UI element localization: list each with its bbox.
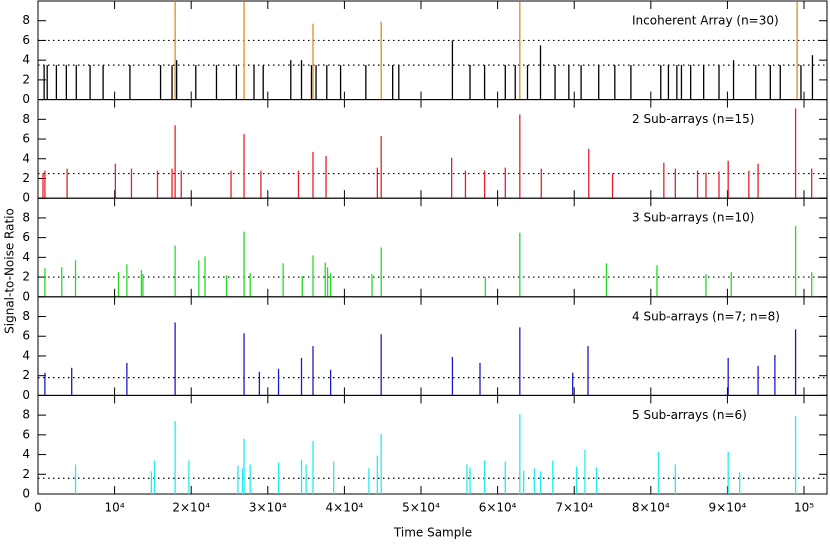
y-tick-label: 0 (22, 92, 30, 106)
x-tick-label: 10⁵ (794, 501, 814, 515)
y-tick-label: 4 (22, 348, 30, 362)
y-tick-label: 4 (22, 53, 30, 67)
panel-title: Incoherent Array (n=30) (632, 14, 779, 28)
y-tick-label: 8 (22, 210, 30, 224)
panel-title: 2 Sub-arrays (n=15) (632, 112, 754, 126)
y-tick-label: 8 (22, 13, 30, 27)
y-tick-label: 2 (22, 72, 30, 86)
y-tick-label: 6 (22, 329, 30, 343)
y-tick-label: 6 (22, 132, 30, 146)
panel-title: 4 Sub-arrays (n=7; n=8) (632, 309, 780, 323)
y-tick-label: 2 (22, 368, 30, 382)
x-tick-label: 7×10⁴ (555, 501, 593, 515)
y-tick-label: 6 (22, 427, 30, 441)
panel-title: 3 Sub-arrays (n=10) (632, 211, 754, 225)
x-tick-label: 10⁴ (105, 501, 125, 515)
y-tick-label: 6 (22, 33, 30, 47)
y-tick-label: 0 (22, 289, 30, 303)
y-tick-label: 8 (22, 309, 30, 323)
x-tick-label: 3×10⁴ (249, 501, 287, 515)
x-tick-label: 9×10⁴ (709, 501, 747, 515)
y-tick-label: 6 (22, 230, 30, 244)
y-axis-label: Signal-to-Noise Ratio (3, 208, 17, 334)
x-tick-label: 2×10⁴ (172, 501, 210, 515)
panel-frame (37, 394, 828, 495)
y-tick-label: 2 (22, 467, 30, 481)
x-axis-label: Time Sample (393, 526, 472, 540)
x-tick-label: 0 (34, 501, 42, 515)
x-tick-label: 6×10⁴ (479, 501, 517, 515)
y-tick-label: 4 (22, 447, 30, 461)
y-tick-label: 0 (22, 487, 30, 501)
x-tick-label: 4×10⁴ (326, 501, 364, 515)
y-tick-label: 4 (22, 250, 30, 264)
x-tick-label: 5×10⁴ (402, 501, 440, 515)
y-tick-label: 0 (22, 388, 30, 402)
y-tick-label: 8 (22, 112, 30, 126)
y-tick-label: 2 (22, 171, 30, 185)
x-tick-label: 8×10⁴ (632, 501, 670, 515)
y-tick-label: 0 (22, 191, 30, 205)
y-tick-label: 4 (22, 151, 30, 165)
panel-title: 5 Sub-arrays (n=6) (632, 408, 747, 422)
y-tick-label: 8 (22, 408, 30, 422)
y-tick-label: 2 (22, 270, 30, 284)
